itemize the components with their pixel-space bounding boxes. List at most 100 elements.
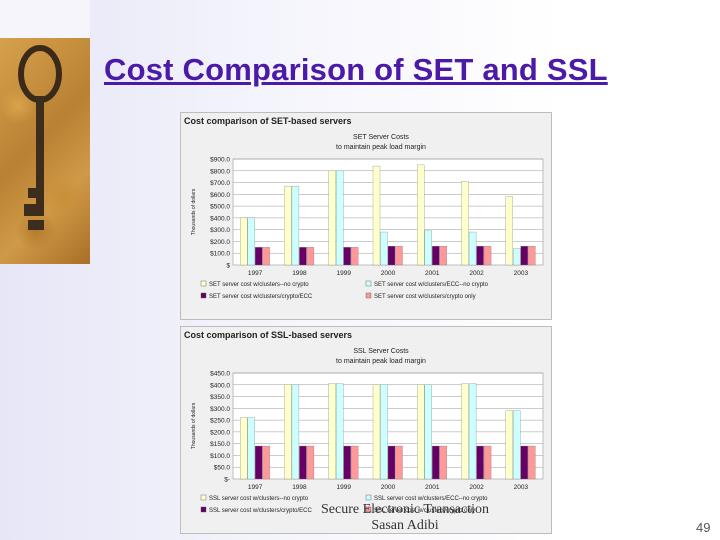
legend-swatch — [200, 506, 207, 513]
bar — [239, 217, 248, 266]
legend-label: SET server cost w/clusters--no crypto — [209, 282, 309, 288]
bar — [351, 247, 359, 266]
y-tick-label: $300.0 — [210, 227, 230, 234]
x-tick-label: 2001 — [425, 484, 440, 491]
legend-label: SSL server cost w/clusters--no crypto — [209, 496, 309, 502]
y-tick-label: $250.0 — [210, 418, 230, 425]
x-tick-label: 1997 — [248, 484, 263, 491]
bar — [476, 445, 484, 480]
bar — [468, 231, 477, 266]
bar — [380, 384, 388, 480]
bar — [262, 445, 270, 480]
chart-subtitle: to maintain peak load margin — [336, 144, 426, 151]
bar — [306, 247, 315, 266]
bar — [247, 417, 255, 480]
bar — [299, 247, 307, 266]
bar — [239, 417, 248, 480]
bar — [306, 445, 315, 480]
y-axis-label: Thousands of dollars — [191, 188, 197, 235]
bar — [528, 246, 536, 266]
y-tick-label: $50.0 — [214, 465, 231, 472]
legend-swatch — [200, 292, 207, 299]
bar — [417, 384, 425, 480]
x-tick-label: 1997 — [248, 270, 263, 277]
y-tick-label: $200.0 — [210, 239, 230, 246]
y-tick-label: $150.0 — [210, 441, 230, 448]
bar — [247, 217, 255, 266]
x-tick-label: 1998 — [292, 484, 307, 491]
y-tick-label: $800.0 — [210, 168, 230, 175]
x-tick-label: 1998 — [292, 270, 307, 277]
legend-swatch — [200, 280, 207, 287]
bar — [372, 384, 381, 480]
x-tick-label: 2002 — [469, 484, 484, 491]
bar — [528, 445, 536, 480]
bar — [476, 246, 484, 266]
y-tick-label: $100.0 — [210, 453, 230, 460]
bar — [439, 246, 447, 266]
x-tick-label: 2003 — [514, 484, 529, 491]
legend-label: SSL server cost w/clusters/crypto only — [374, 508, 475, 514]
bar — [432, 246, 440, 266]
bar — [483, 445, 492, 480]
bar — [328, 383, 336, 480]
y-tick-label: $- — [224, 477, 230, 484]
bar — [291, 185, 300, 266]
x-tick-label: 2001 — [425, 270, 440, 277]
y-tick-label: $500.0 — [210, 204, 230, 211]
bar — [343, 247, 351, 266]
bar — [328, 170, 336, 266]
bar — [395, 246, 403, 266]
key-image — [0, 38, 90, 264]
bar — [424, 384, 432, 480]
legend-label: SSL server cost w/clusters/crypto/ECC — [209, 508, 312, 514]
legend-label: SSL server cost w/clusters/ECC--no crypt… — [374, 496, 488, 502]
bar — [432, 445, 440, 480]
bar — [483, 246, 492, 266]
y-tick-label: $ — [226, 263, 230, 270]
chart-title: SET Server Costs — [353, 134, 409, 141]
bar — [291, 384, 300, 480]
page-number: 49 — [696, 520, 711, 535]
y-axis-label: Thousands of dollars — [191, 402, 197, 449]
x-tick-label: 1999 — [336, 484, 351, 491]
bar — [336, 170, 344, 266]
y-tick-label: $400.0 — [210, 215, 230, 222]
legend-swatch — [365, 494, 372, 501]
bar — [520, 246, 529, 266]
y-tick-label: $100.0 — [210, 251, 230, 258]
chart-svg: Cost comparison of SSL-based servers SSL … — [181, 327, 551, 533]
set-cost-chart-panel: Cost comparison of SET-based servers SET … — [180, 112, 552, 320]
x-tick-label: 2000 — [381, 484, 396, 491]
y-tick-label: $350.0 — [210, 394, 230, 401]
bar — [372, 165, 381, 266]
bar — [262, 247, 270, 266]
bar — [380, 231, 388, 266]
footer-author: Sasan Adibi — [371, 518, 439, 533]
bar — [461, 383, 469, 480]
bar — [284, 185, 292, 266]
chart-svg: Cost comparison of SET-based servers SET … — [181, 113, 551, 319]
bar — [254, 445, 263, 480]
footer: Secure Electronic Transaction Sasan Adib… — [300, 502, 510, 534]
x-tick-label: 1999 — [336, 270, 351, 277]
x-tick-label: 2003 — [514, 270, 529, 277]
chart-subtitle: to maintain peak load margin — [336, 358, 426, 365]
bar — [505, 410, 514, 480]
figure-title: Cost comparison of SET-based servers — [184, 116, 352, 126]
legend-label: SET server cost w/clusters/crypto/ECC — [209, 294, 313, 300]
bar — [387, 246, 396, 266]
chart-title: SSL Server Costs — [353, 348, 409, 355]
legend-swatch — [365, 506, 372, 513]
legend-swatch — [200, 494, 207, 501]
slide-title: Cost Comparison of SET and SSL — [104, 52, 608, 87]
bar — [439, 445, 447, 480]
footer-title: Secure Electronic Transaction — [321, 502, 489, 517]
y-tick-label: $900.0 — [210, 157, 230, 164]
bar — [520, 445, 529, 480]
bar — [468, 383, 477, 480]
bar — [513, 248, 521, 266]
x-tick-label: 2002 — [469, 270, 484, 277]
bar — [284, 384, 292, 480]
y-tick-label: $700.0 — [210, 180, 230, 187]
